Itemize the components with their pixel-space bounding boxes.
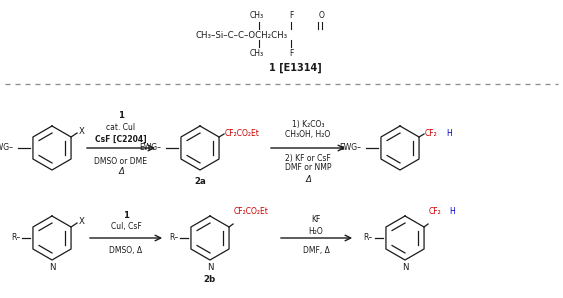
Text: 1: 1 [123,212,129,221]
Text: O: O [319,12,325,21]
Text: F: F [289,12,293,21]
Text: cat. CuI: cat. CuI [106,123,136,133]
Text: R–: R– [169,234,178,243]
Text: EWG–: EWG– [339,144,361,153]
Text: DMF or NMP: DMF or NMP [285,164,331,173]
Text: 1) K₂CO₃: 1) K₂CO₃ [292,119,324,128]
Text: CF₂: CF₂ [425,130,438,139]
Text: X: X [79,217,85,226]
Text: CuI, CsF: CuI, CsF [110,223,141,232]
Text: H: H [449,207,455,215]
Text: Δ: Δ [305,175,311,184]
Text: EWG–: EWG– [139,144,161,153]
Text: R–: R– [364,234,373,243]
Text: DMF, Δ: DMF, Δ [302,246,329,254]
Text: N: N [49,263,55,272]
Text: 2a: 2a [194,178,206,187]
Text: CH₃–Si–C–C–OCH₂CH₃: CH₃–Si–C–C–OCH₂CH₃ [195,30,287,40]
Text: 2b: 2b [204,275,216,285]
Text: CH₃OH, H₂O: CH₃OH, H₂O [285,131,330,139]
Text: N: N [207,263,213,272]
Text: DMSO, Δ: DMSO, Δ [109,246,142,254]
Text: H₂O: H₂O [309,226,323,235]
Text: KF: KF [311,215,321,224]
Text: CH₃: CH₃ [250,12,264,21]
Text: F: F [289,49,293,58]
Text: CF₂CO₂Et: CF₂CO₂Et [225,130,260,139]
Text: Δ: Δ [118,167,124,176]
Text: 1: 1 [118,111,124,120]
Text: N: N [402,263,408,272]
Text: EWG–: EWG– [0,144,13,153]
Text: CF₂CO₂Et: CF₂CO₂Et [234,207,269,215]
Text: CsF [C2204]: CsF [C2204] [95,134,147,144]
Text: X: X [79,126,85,136]
Text: DMSO or DME: DMSO or DME [95,156,148,165]
Text: CH₃: CH₃ [250,49,264,58]
Text: 2) KF or CsF: 2) KF or CsF [285,153,331,162]
Text: CF₂: CF₂ [429,207,442,215]
Text: R–: R– [11,234,20,243]
Text: H: H [446,130,452,139]
Text: 1 [E1314]: 1 [E1314] [269,63,321,73]
